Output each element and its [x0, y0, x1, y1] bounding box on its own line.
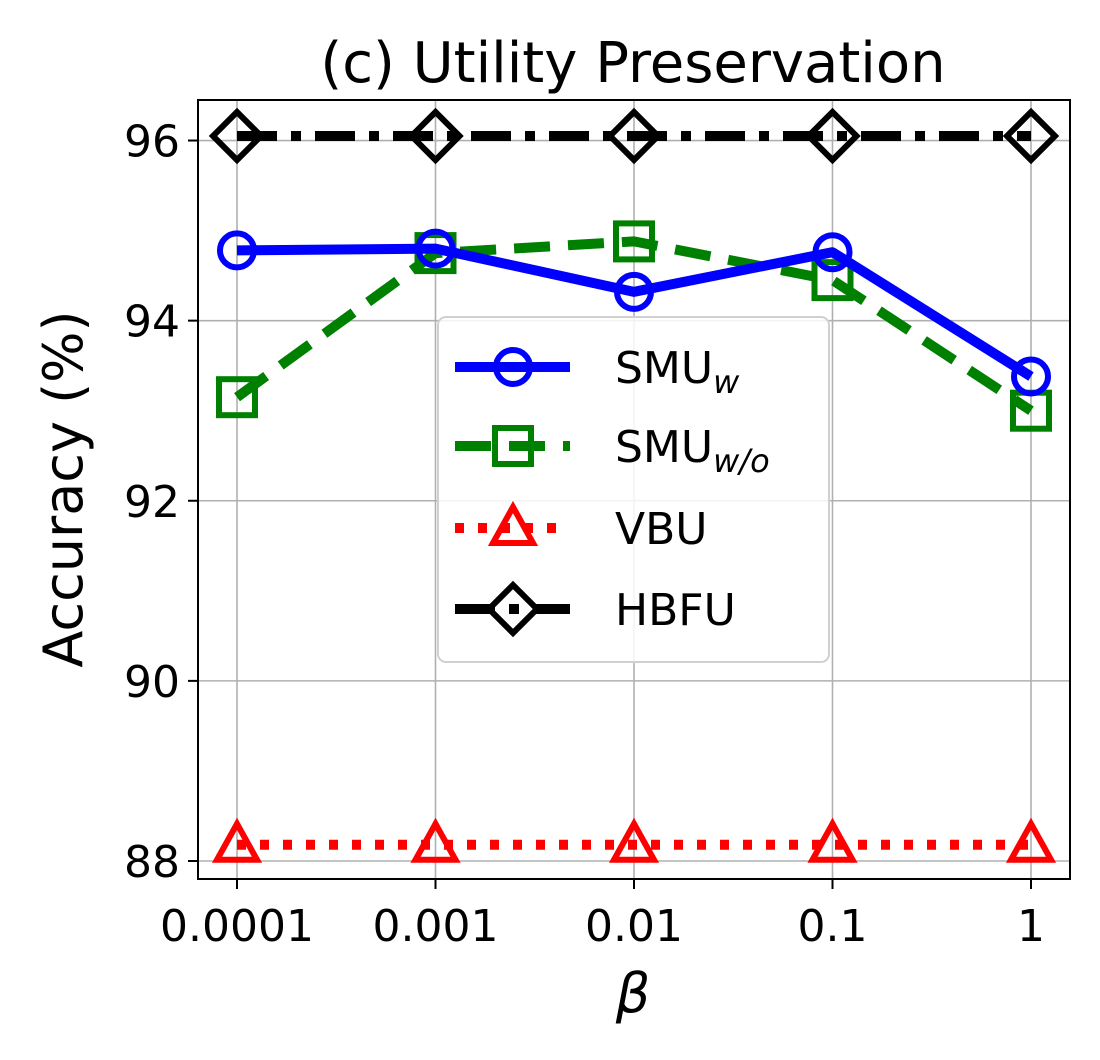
series-hbfu	[208, 107, 1060, 165]
data-point	[613, 220, 655, 263]
y-tick-label: 96	[124, 117, 180, 168]
legend-marker	[493, 347, 533, 387]
chart-title: (c) Utility Preservation	[320, 31, 945, 96]
x-tick-label: 1	[1017, 901, 1045, 952]
legend-label: HBFU	[615, 585, 736, 636]
series-smu-w	[217, 228, 1051, 397]
series-smu-w-o	[216, 220, 1052, 432]
x-tick-label: 0.1	[798, 901, 868, 952]
y-axis-label: Accuracy (%)	[32, 310, 95, 667]
legend-marker	[492, 425, 534, 467]
legend-label: SMUw/o	[615, 422, 770, 480]
legend-marker	[484, 580, 542, 638]
y-tick-label: 88	[124, 837, 180, 888]
data-point	[211, 817, 263, 863]
data-point	[410, 817, 461, 863]
legend-marker	[487, 500, 539, 546]
series-vbu	[211, 817, 1057, 863]
data-point	[1011, 356, 1051, 397]
tick-layer: 0.0001 0.001 0.01 0.1 1 88 90 92 94 96	[124, 117, 1045, 952]
data-point	[407, 107, 464, 165]
data-point	[216, 376, 258, 419]
data-point	[605, 107, 663, 165]
y-tick-label: 90	[124, 657, 180, 708]
y-tick-label: 92	[124, 477, 180, 528]
series-line	[236, 243, 1034, 381]
legend: SMUw SMUw/o VBU HBFU	[437, 316, 830, 663]
data-point	[217, 230, 257, 271]
legend-label: SMUw	[615, 343, 740, 401]
x-tick-label: 0.0001	[160, 901, 314, 952]
data-point	[415, 228, 456, 269]
data-point	[807, 817, 858, 863]
data-point	[614, 271, 654, 312]
data-point	[812, 232, 853, 273]
legend-label: VBU	[615, 504, 708, 555]
data-point	[1005, 817, 1057, 863]
data-point	[1002, 107, 1060, 165]
x-tick-label: 0.001	[373, 901, 499, 952]
x-tick-label: 0.01	[585, 901, 683, 952]
data-point	[804, 107, 861, 165]
x-axis-label: β	[615, 962, 650, 1025]
series-layer	[208, 107, 1060, 863]
data-point	[208, 107, 266, 165]
legend-box	[437, 316, 830, 663]
series-line	[234, 236, 1034, 415]
data-point	[608, 817, 660, 863]
data-point	[811, 259, 854, 302]
y-tick-label: 94	[124, 297, 180, 348]
